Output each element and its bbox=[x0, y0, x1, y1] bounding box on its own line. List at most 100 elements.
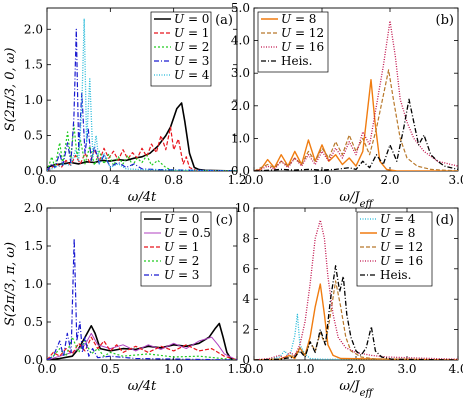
y-tick-label: 0.0 bbox=[24, 164, 43, 178]
y-tick-label: 2.0 bbox=[24, 201, 43, 215]
panel-tag: (d) bbox=[436, 213, 454, 228]
series-line-1 bbox=[47, 332, 237, 360]
panel-tag: (c) bbox=[216, 213, 233, 228]
x-tick-label: 0.0 bbox=[244, 362, 263, 376]
series-line-1 bbox=[47, 126, 237, 171]
legend: U = 0U = 1U = 2U = 3U = 4 bbox=[150, 11, 212, 87]
panel-tag: (b) bbox=[436, 13, 454, 28]
y-tick-label: 0 bbox=[242, 353, 250, 367]
y-tick-label: 8 bbox=[242, 231, 250, 245]
series-line-4 bbox=[47, 17, 237, 171]
y-tick-label: 5.0 bbox=[231, 1, 250, 15]
y-tick-label: 2.0 bbox=[24, 22, 43, 36]
plot-frame bbox=[46, 7, 238, 172]
legend-entry: U = 1 bbox=[164, 240, 199, 254]
plot-frame bbox=[253, 7, 459, 172]
y-tick-label: 2 bbox=[242, 323, 250, 337]
legend-box bbox=[150, 11, 212, 87]
x-tick-label: 0.0 bbox=[37, 362, 56, 376]
series-line-0 bbox=[47, 322, 237, 360]
y-tick-label: 10 bbox=[235, 201, 250, 215]
series-group bbox=[47, 17, 237, 171]
legend-entry: U = 16 bbox=[281, 40, 324, 54]
legend-entry: U = 1 bbox=[174, 26, 209, 40]
series-line-3 bbox=[47, 336, 237, 360]
legend-entry: U = 0.5 bbox=[164, 226, 211, 240]
legend-entry: Heis. bbox=[380, 268, 411, 282]
legend-entry: U = 16 bbox=[380, 254, 423, 268]
legend-entry: U = 2 bbox=[174, 40, 209, 54]
legend-entry: U = 8 bbox=[281, 12, 316, 26]
series-group bbox=[254, 219, 458, 360]
x-axis-label: ω/4t bbox=[128, 190, 157, 205]
x-tick-label: 3.0 bbox=[397, 362, 416, 376]
x-axis-label: ω/Jeff bbox=[339, 190, 374, 210]
y-tick-label: 1.0 bbox=[231, 131, 250, 145]
x-tick-label: 1.0 bbox=[312, 173, 331, 187]
y-tick-label: 0.5 bbox=[24, 129, 43, 143]
series-line-3 bbox=[254, 98, 458, 171]
x-tick-label: 2.0 bbox=[380, 173, 399, 187]
x-tick-label: 1.2 bbox=[227, 173, 246, 187]
series-line-2 bbox=[47, 336, 237, 360]
legend-entry: U = 4 bbox=[380, 212, 416, 226]
x-tick-label: 1.5 bbox=[227, 362, 246, 376]
x-tick-label: 0.8 bbox=[164, 173, 183, 187]
x-tick-label: 0.4 bbox=[101, 173, 120, 187]
legend-entry: U = 2 bbox=[164, 254, 199, 268]
x-tick-label: 0.0 bbox=[37, 173, 56, 187]
y-tick-label: 6 bbox=[242, 262, 250, 276]
legend-entry: U = 0 bbox=[174, 12, 209, 26]
x-tick-label: 2.0 bbox=[346, 362, 365, 376]
series-line-4 bbox=[254, 265, 458, 360]
legend-entry: U = 8 bbox=[380, 226, 415, 240]
series-line-0 bbox=[254, 313, 458, 360]
panel-c: 0.0 0.5 1.0 1.50.00.51.01.52.0U = 0U = 0.5U… bbox=[3, 201, 247, 394]
y-tick-label: 0.5 bbox=[24, 315, 43, 329]
panel-d: 0.0 1.0 2.0 3.0 4.0 0 2 4 6 8 10 U = 4U = 8U = 12U … bbox=[235, 201, 463, 399]
x-axis-label: ω/Jeff bbox=[339, 379, 374, 399]
y-tick-label: 1.0 bbox=[24, 93, 43, 107]
x-axis-label: ω/4t bbox=[128, 379, 157, 394]
legend-entry: U = 4 bbox=[174, 68, 210, 82]
y-axis-label: S(2π/3, 0, ω) bbox=[3, 48, 18, 132]
x-tick-label: 0.5 bbox=[101, 362, 120, 376]
legend-box bbox=[356, 211, 433, 287]
series-line-1 bbox=[254, 69, 458, 171]
x-tick-label: 4.0 bbox=[448, 362, 463, 376]
series-line-4 bbox=[47, 237, 237, 360]
series-line-1 bbox=[254, 283, 458, 360]
x-tick-label: 1.0 bbox=[164, 362, 183, 376]
legend: U = 0U = 0.5U = 1U = 2U = 3 bbox=[140, 211, 212, 287]
legend-entry: Heis. bbox=[281, 54, 312, 68]
series-line-2 bbox=[47, 124, 237, 171]
panel-a: 0.0 0.4 0.8 1.20.00.51.01.52.0U = 0U = 1U =… bbox=[3, 7, 247, 205]
y-axis-label: S(2π/3, π, ω) bbox=[3, 242, 18, 326]
legend-entry: U = 0 bbox=[164, 212, 199, 226]
y-tick-label: 4.0 bbox=[231, 34, 250, 48]
y-tick-label: 1.5 bbox=[24, 239, 43, 253]
panel-b: 0.01.02.03.00.01.02.03.04.05.0U = 8U = 1… bbox=[231, 1, 463, 210]
series-line-0 bbox=[254, 79, 458, 171]
series-line-2 bbox=[254, 20, 458, 171]
legend-entry: U = 12 bbox=[380, 240, 423, 254]
series-group bbox=[47, 237, 237, 360]
y-tick-label: 1.5 bbox=[24, 58, 43, 72]
series-group bbox=[254, 20, 458, 171]
legend-entry: U = 3 bbox=[174, 54, 209, 68]
legend-entry: U = 12 bbox=[281, 26, 324, 40]
x-tick-label: 0.0 bbox=[244, 173, 263, 187]
y-tick-label: 0.0 bbox=[231, 164, 250, 178]
y-tick-label: 1.0 bbox=[24, 277, 43, 291]
legend-box bbox=[257, 11, 329, 73]
series-line-2 bbox=[254, 280, 458, 360]
y-tick-label: 4 bbox=[242, 292, 250, 306]
panel-tag: (a) bbox=[215, 13, 233, 28]
y-tick-label: 3.0 bbox=[231, 66, 250, 80]
x-tick-label: 3.0 bbox=[448, 173, 463, 187]
y-tick-label: 2.0 bbox=[231, 99, 250, 113]
x-tick-label: 1.0 bbox=[295, 362, 314, 376]
